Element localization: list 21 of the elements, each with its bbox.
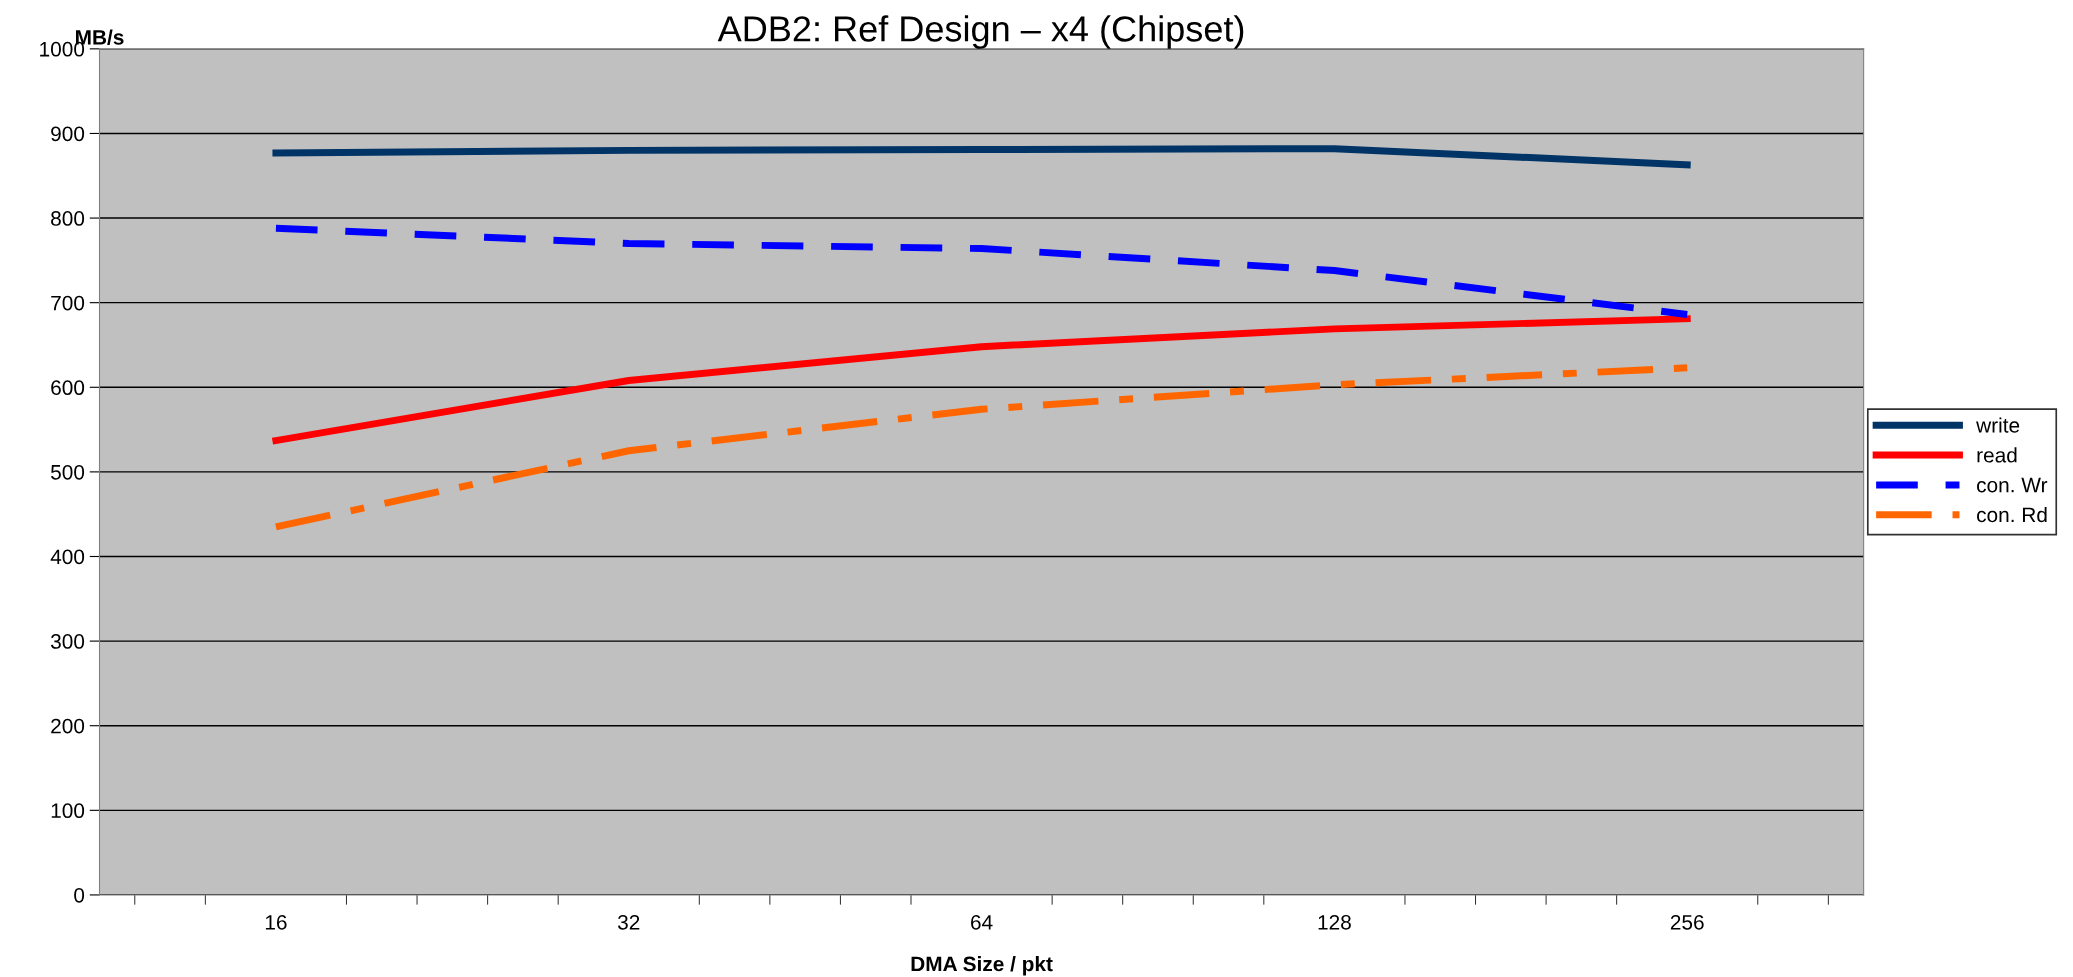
y-tick-label: 100	[51, 803, 85, 819]
x-axis-title: DMA Size / pkt	[911, 956, 1053, 976]
x-tick-label: 64	[971, 914, 993, 930]
y-tick-label: 300	[50, 634, 85, 649]
y-tick-label: 900	[51, 126, 85, 142]
x-tick-label: 32	[617, 914, 640, 930]
y-tick-label: 200	[51, 718, 85, 734]
y-tick-label: 600	[51, 380, 85, 396]
legend-label: read	[1977, 447, 2017, 463]
y-tick-label: 400	[50, 549, 85, 565]
chart-title: ADB2: Ref Design – x4 (Chipset)	[717, 15, 1244, 49]
legend-label: write	[1976, 417, 2020, 433]
legend-label: con. Rd	[1977, 506, 2047, 523]
legend-label: con. Wr	[1977, 477, 2048, 493]
x-tick-label: 256	[1670, 914, 1704, 930]
x-tick-label: 128	[1318, 914, 1351, 930]
x-tick-label: 16	[265, 914, 287, 930]
y-tick-label: 800	[51, 211, 85, 226]
y-tick-label: 700	[51, 295, 85, 311]
y-tick-label: 0	[74, 887, 85, 903]
y-tick-label: 500	[51, 464, 85, 480]
